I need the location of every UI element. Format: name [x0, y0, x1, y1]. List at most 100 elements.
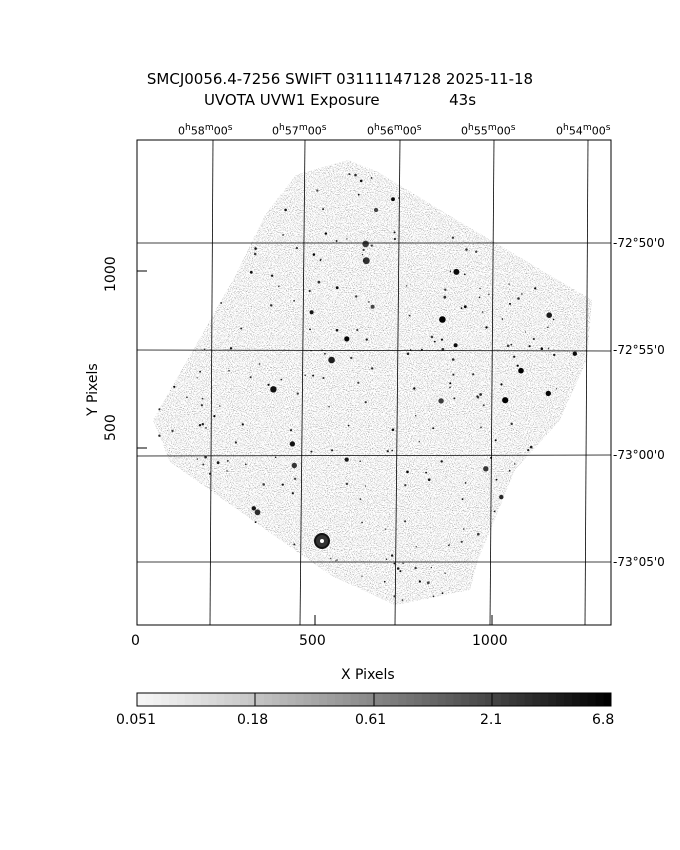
y-tick-label: 500 — [103, 414, 119, 441]
star — [173, 385, 176, 388]
star — [514, 463, 516, 465]
star — [546, 312, 552, 319]
star — [527, 449, 530, 452]
star — [322, 377, 325, 379]
star — [220, 302, 223, 304]
star — [203, 348, 206, 350]
star — [532, 337, 535, 341]
star — [433, 340, 436, 343]
coordinate-grid — [136, 139, 612, 626]
dec-label: -72°50'0 — [613, 236, 665, 250]
star — [309, 310, 314, 315]
star — [449, 382, 452, 385]
star — [427, 478, 431, 482]
colorbar-segment — [192, 693, 201, 706]
star — [371, 367, 374, 370]
star — [430, 335, 434, 339]
colorbar — [136, 692, 612, 707]
star — [201, 423, 204, 426]
star — [449, 270, 452, 272]
star — [502, 397, 509, 404]
star — [359, 460, 362, 463]
star — [438, 398, 444, 404]
colorbar-segment — [287, 693, 296, 706]
star — [391, 428, 395, 432]
star — [293, 477, 297, 480]
x-tick-label: 0 — [131, 633, 140, 649]
plot-frame — [136, 139, 612, 626]
colorbar-segment — [342, 693, 351, 706]
star — [386, 450, 389, 453]
star — [368, 301, 370, 303]
colorbar-segment — [555, 693, 565, 706]
image-title: SMCJ0056.4-7256 SWIFT 03111147128 2025-1… — [146, 70, 534, 88]
star — [513, 355, 516, 358]
ra-label: 0h56m00s — [367, 122, 422, 138]
star — [510, 422, 513, 426]
star — [363, 260, 365, 262]
star — [415, 415, 417, 417]
star — [463, 273, 466, 276]
star — [335, 240, 338, 242]
colorbar-segment — [358, 693, 367, 706]
star — [518, 367, 524, 374]
star — [479, 393, 482, 396]
dec-label: -72°55'0 — [613, 343, 665, 357]
colorbar-segment — [524, 693, 533, 706]
star — [402, 562, 404, 565]
star — [335, 328, 339, 332]
star — [545, 390, 551, 397]
star — [572, 351, 577, 356]
star — [241, 423, 244, 426]
star — [205, 427, 207, 429]
y-axis-label: Y Pixels — [85, 363, 101, 416]
star — [312, 374, 315, 377]
colorbar-segment — [571, 693, 580, 706]
star — [370, 304, 375, 309]
star — [404, 520, 407, 523]
star — [270, 304, 273, 307]
star — [234, 441, 237, 444]
star — [444, 288, 447, 291]
star — [317, 280, 321, 284]
star — [481, 311, 484, 313]
star — [547, 347, 550, 349]
star — [201, 397, 204, 400]
x-tick-label: 500 — [299, 633, 326, 649]
star — [401, 599, 404, 601]
colorbar-segment — [326, 693, 335, 706]
star — [425, 471, 427, 474]
star — [483, 466, 489, 472]
star — [463, 528, 465, 530]
star — [362, 254, 364, 256]
star — [390, 554, 394, 557]
colorbar-segment — [563, 693, 572, 706]
star — [249, 376, 252, 379]
y-tick-label: 1000 — [103, 256, 119, 292]
star — [158, 408, 161, 411]
colorbar-segment — [468, 693, 478, 706]
colorbar-segment — [437, 693, 446, 706]
colorbar-segment — [516, 693, 525, 706]
star — [448, 544, 450, 547]
star — [158, 434, 161, 437]
star — [506, 344, 510, 348]
star — [465, 248, 468, 251]
star — [460, 540, 463, 543]
star — [324, 232, 328, 235]
star — [196, 377, 198, 379]
colorbar-segment — [310, 693, 320, 706]
star — [350, 356, 353, 360]
star — [228, 370, 230, 372]
star — [440, 460, 443, 463]
colorbar-segment — [413, 693, 422, 706]
star — [346, 238, 348, 240]
exposure-time: 43s — [449, 91, 477, 109]
star — [361, 521, 363, 524]
star — [452, 373, 455, 376]
colorbar-segment — [239, 693, 249, 706]
star — [517, 297, 520, 300]
star — [414, 566, 417, 570]
star — [444, 572, 446, 574]
star — [312, 253, 316, 256]
